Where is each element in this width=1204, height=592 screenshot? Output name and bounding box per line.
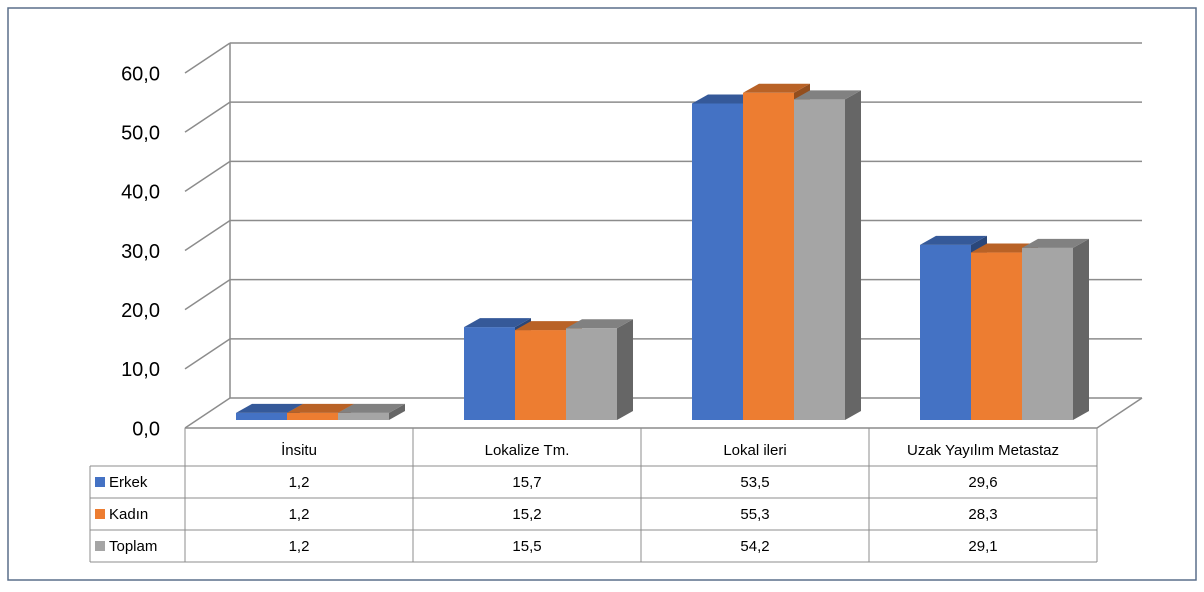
table-value: 53,5 xyxy=(740,474,769,491)
bar xyxy=(566,328,617,420)
bar-top xyxy=(236,403,303,413)
bar-side xyxy=(617,319,633,420)
legend-swatch xyxy=(95,509,105,519)
bar-top xyxy=(692,94,759,104)
table-value: 1,2 xyxy=(289,506,310,523)
y-tick-label: 30,0 xyxy=(121,241,160,263)
bar-top xyxy=(464,318,531,328)
table-value: 15,2 xyxy=(512,506,541,523)
y-tick-label: 50,0 xyxy=(121,122,160,144)
grid-line xyxy=(184,160,231,192)
y-tick-label: 20,0 xyxy=(121,300,160,322)
table-value: 28,3 xyxy=(968,506,997,523)
x-tick-label: Lokal ileri xyxy=(723,442,786,459)
grid-line xyxy=(184,279,231,311)
bar xyxy=(692,103,743,420)
grid-line xyxy=(184,101,231,133)
bar xyxy=(743,92,794,420)
x-tick-label: Uzak Yayılım Metastaz xyxy=(907,442,1059,459)
legend-label: Erkek xyxy=(109,474,148,491)
bar-side xyxy=(1073,238,1089,420)
x-tick-label: İnsitu xyxy=(281,441,317,459)
table-value: 1,2 xyxy=(289,538,310,555)
x-tick-label: Lokalize Tm. xyxy=(485,442,570,459)
y-tick-label: 60,0 xyxy=(121,63,160,85)
legend-swatch xyxy=(95,477,105,487)
y-tick-label: 40,0 xyxy=(121,182,160,204)
bar xyxy=(236,412,287,420)
bar-top xyxy=(971,243,1038,253)
bar-side xyxy=(389,403,405,420)
grid-line xyxy=(184,219,231,252)
legend-swatch xyxy=(95,541,105,551)
bar xyxy=(287,412,338,420)
bar xyxy=(971,252,1022,420)
bar xyxy=(515,330,566,420)
grid-line xyxy=(184,42,231,74)
table-value: 1,2 xyxy=(289,474,310,491)
bar xyxy=(794,99,845,421)
table-value: 29,1 xyxy=(968,538,997,555)
legend-label: Toplam xyxy=(109,538,157,555)
table-value: 29,6 xyxy=(968,474,997,491)
y-tick-label: 0,0 xyxy=(132,418,160,440)
bar-top xyxy=(1022,238,1089,248)
bar-top xyxy=(338,403,405,413)
legend-label: Kadın xyxy=(109,506,148,523)
bar-top xyxy=(743,83,810,93)
table-value: 55,3 xyxy=(740,506,769,523)
bar xyxy=(1022,247,1073,420)
bar-top xyxy=(920,235,987,245)
bar-top xyxy=(287,403,354,413)
bar-top xyxy=(794,90,861,100)
y-tick-label: 10,0 xyxy=(121,359,160,381)
grid-line xyxy=(184,397,231,429)
bar xyxy=(338,412,389,420)
table-value: 54,2 xyxy=(740,538,769,555)
bar xyxy=(920,244,971,420)
grid-line xyxy=(184,338,231,370)
bar-side xyxy=(845,90,861,421)
bar xyxy=(464,327,515,420)
bar-top xyxy=(515,321,582,331)
bar-top xyxy=(566,319,633,329)
table-value: 15,7 xyxy=(512,474,541,491)
table-value: 15,5 xyxy=(512,538,541,555)
